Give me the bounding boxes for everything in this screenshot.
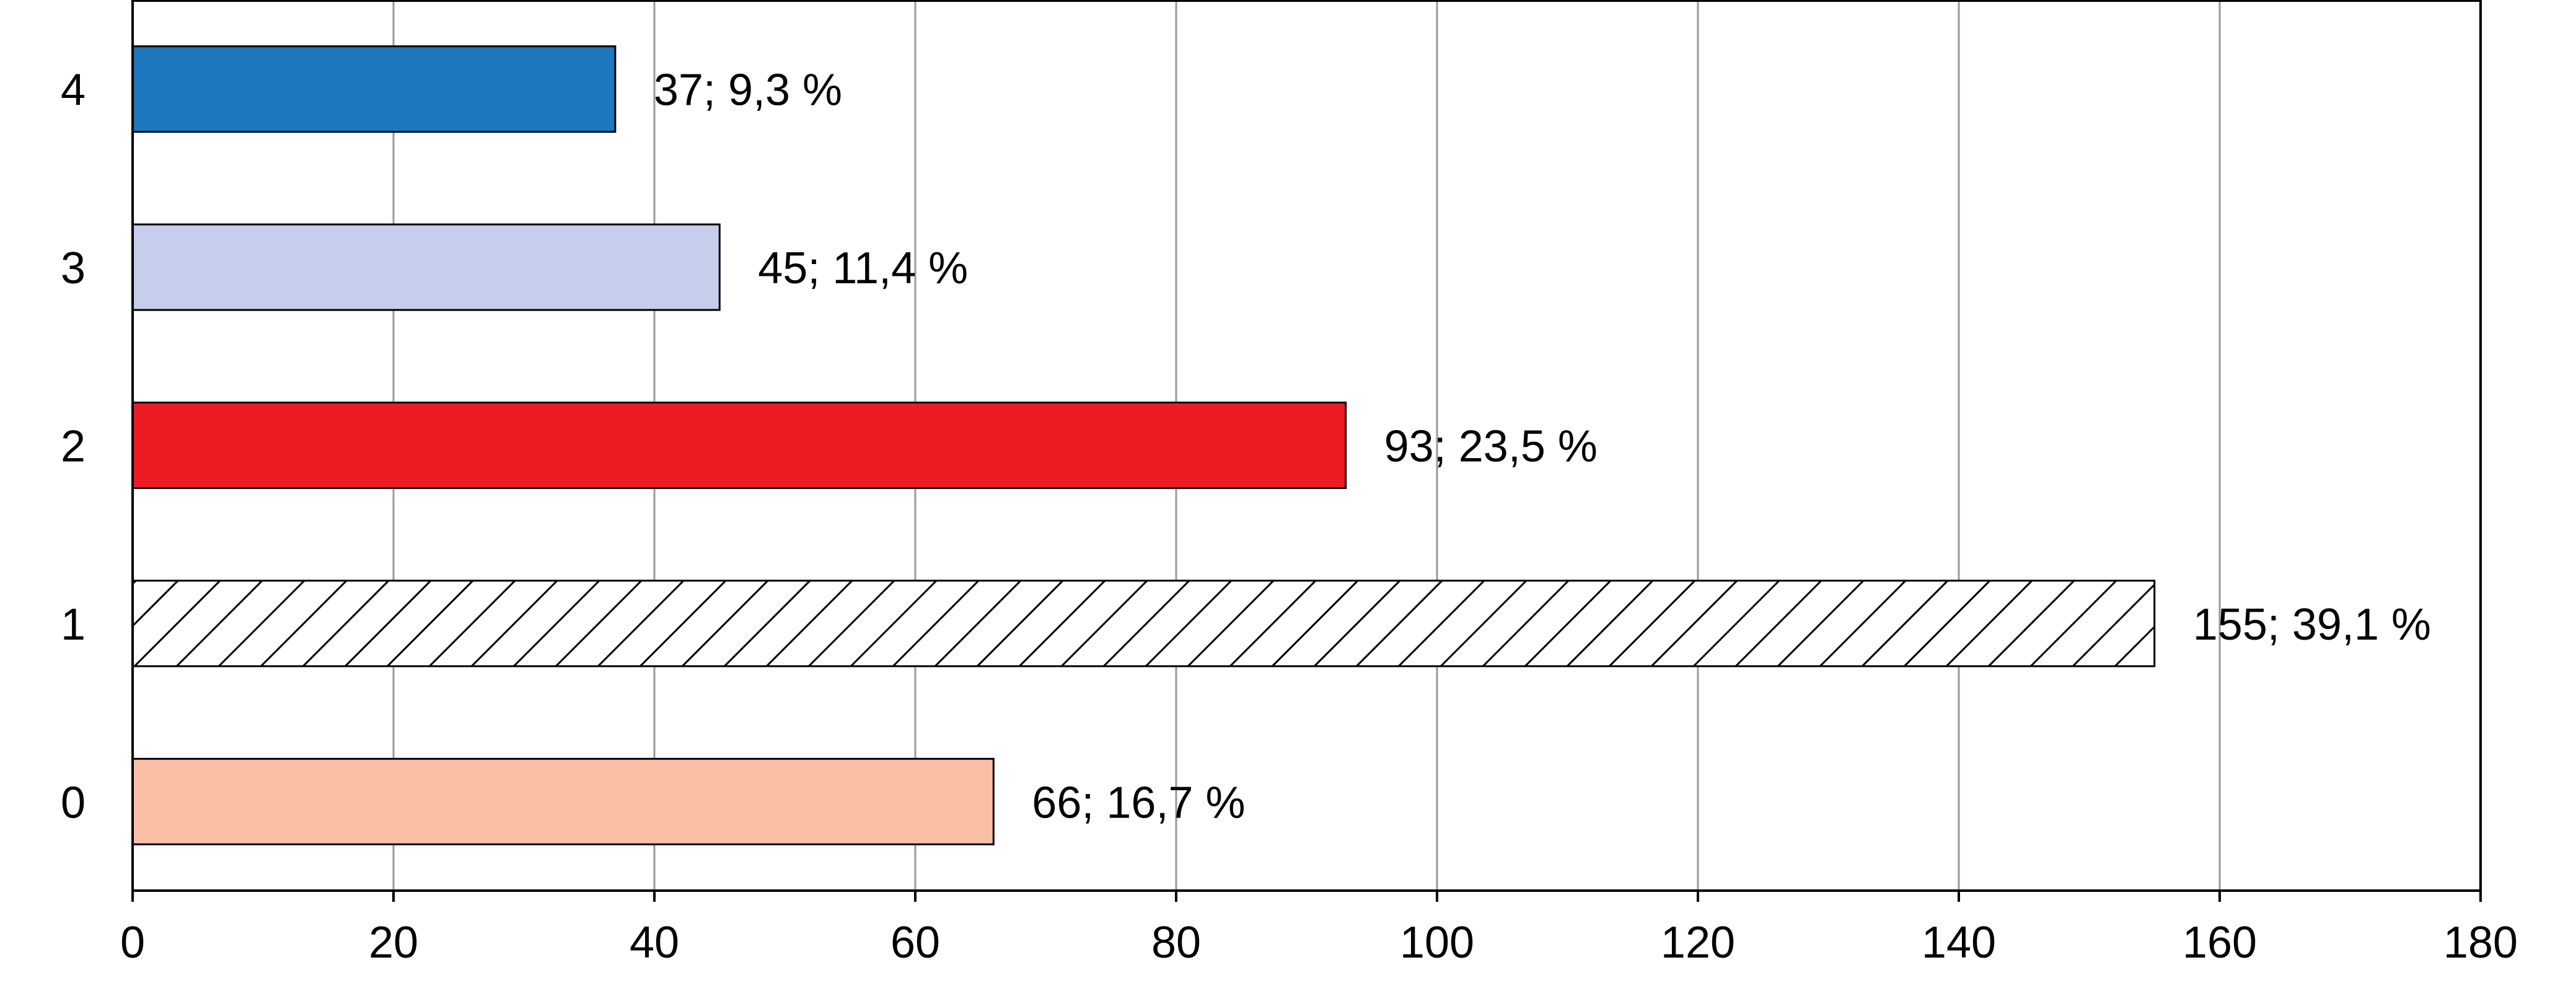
- x-tick-label-120: 120: [1661, 918, 1735, 967]
- x-axis-ticks: 0 20 40 60 80 100 120 140 160 180: [120, 891, 2518, 967]
- x-tick-label-40: 40: [630, 918, 679, 967]
- x-tick-label-180: 180: [2443, 918, 2518, 967]
- category-label-2: 2: [61, 422, 86, 472]
- bar-4: [131, 45, 617, 133]
- x-tick-label-100: 100: [1400, 918, 1474, 967]
- bar-2: [131, 402, 1347, 489]
- x-tick-label-160: 160: [2183, 918, 2257, 967]
- x-tick-label-60: 60: [890, 918, 940, 967]
- data-label-4: 37; 9,3 %: [654, 66, 842, 115]
- x-tick-label-0: 0: [120, 918, 145, 967]
- data-label-2: 93; 23,5 %: [1384, 422, 1598, 472]
- y-axis-category-labels: 0 1 2 3 4: [61, 66, 86, 828]
- x-tick-label-140: 140: [1922, 918, 1996, 967]
- bar-3: [131, 223, 721, 311]
- category-label-3: 3: [61, 244, 86, 293]
- x-tick-label-80: 80: [1151, 918, 1201, 967]
- bar-1: [131, 580, 2156, 668]
- plot-frame: [131, 0, 2482, 892]
- data-label-3: 45; 11,4 %: [758, 244, 968, 293]
- category-label-0: 0: [61, 778, 86, 827]
- bar-0: [131, 757, 995, 845]
- bars: [131, 45, 2156, 845]
- data-label-0: 66; 16,7 %: [1032, 778, 1245, 827]
- data-labels: 66; 16,7 % 155; 39,1 % 93; 23,5 % 45; 11,4 …: [654, 66, 2431, 828]
- category-label-1: 1: [61, 600, 86, 650]
- data-label-1: 155; 39,1 %: [2193, 600, 2431, 650]
- x-tick-label-20: 20: [369, 918, 418, 967]
- category-label-4: 4: [61, 66, 86, 115]
